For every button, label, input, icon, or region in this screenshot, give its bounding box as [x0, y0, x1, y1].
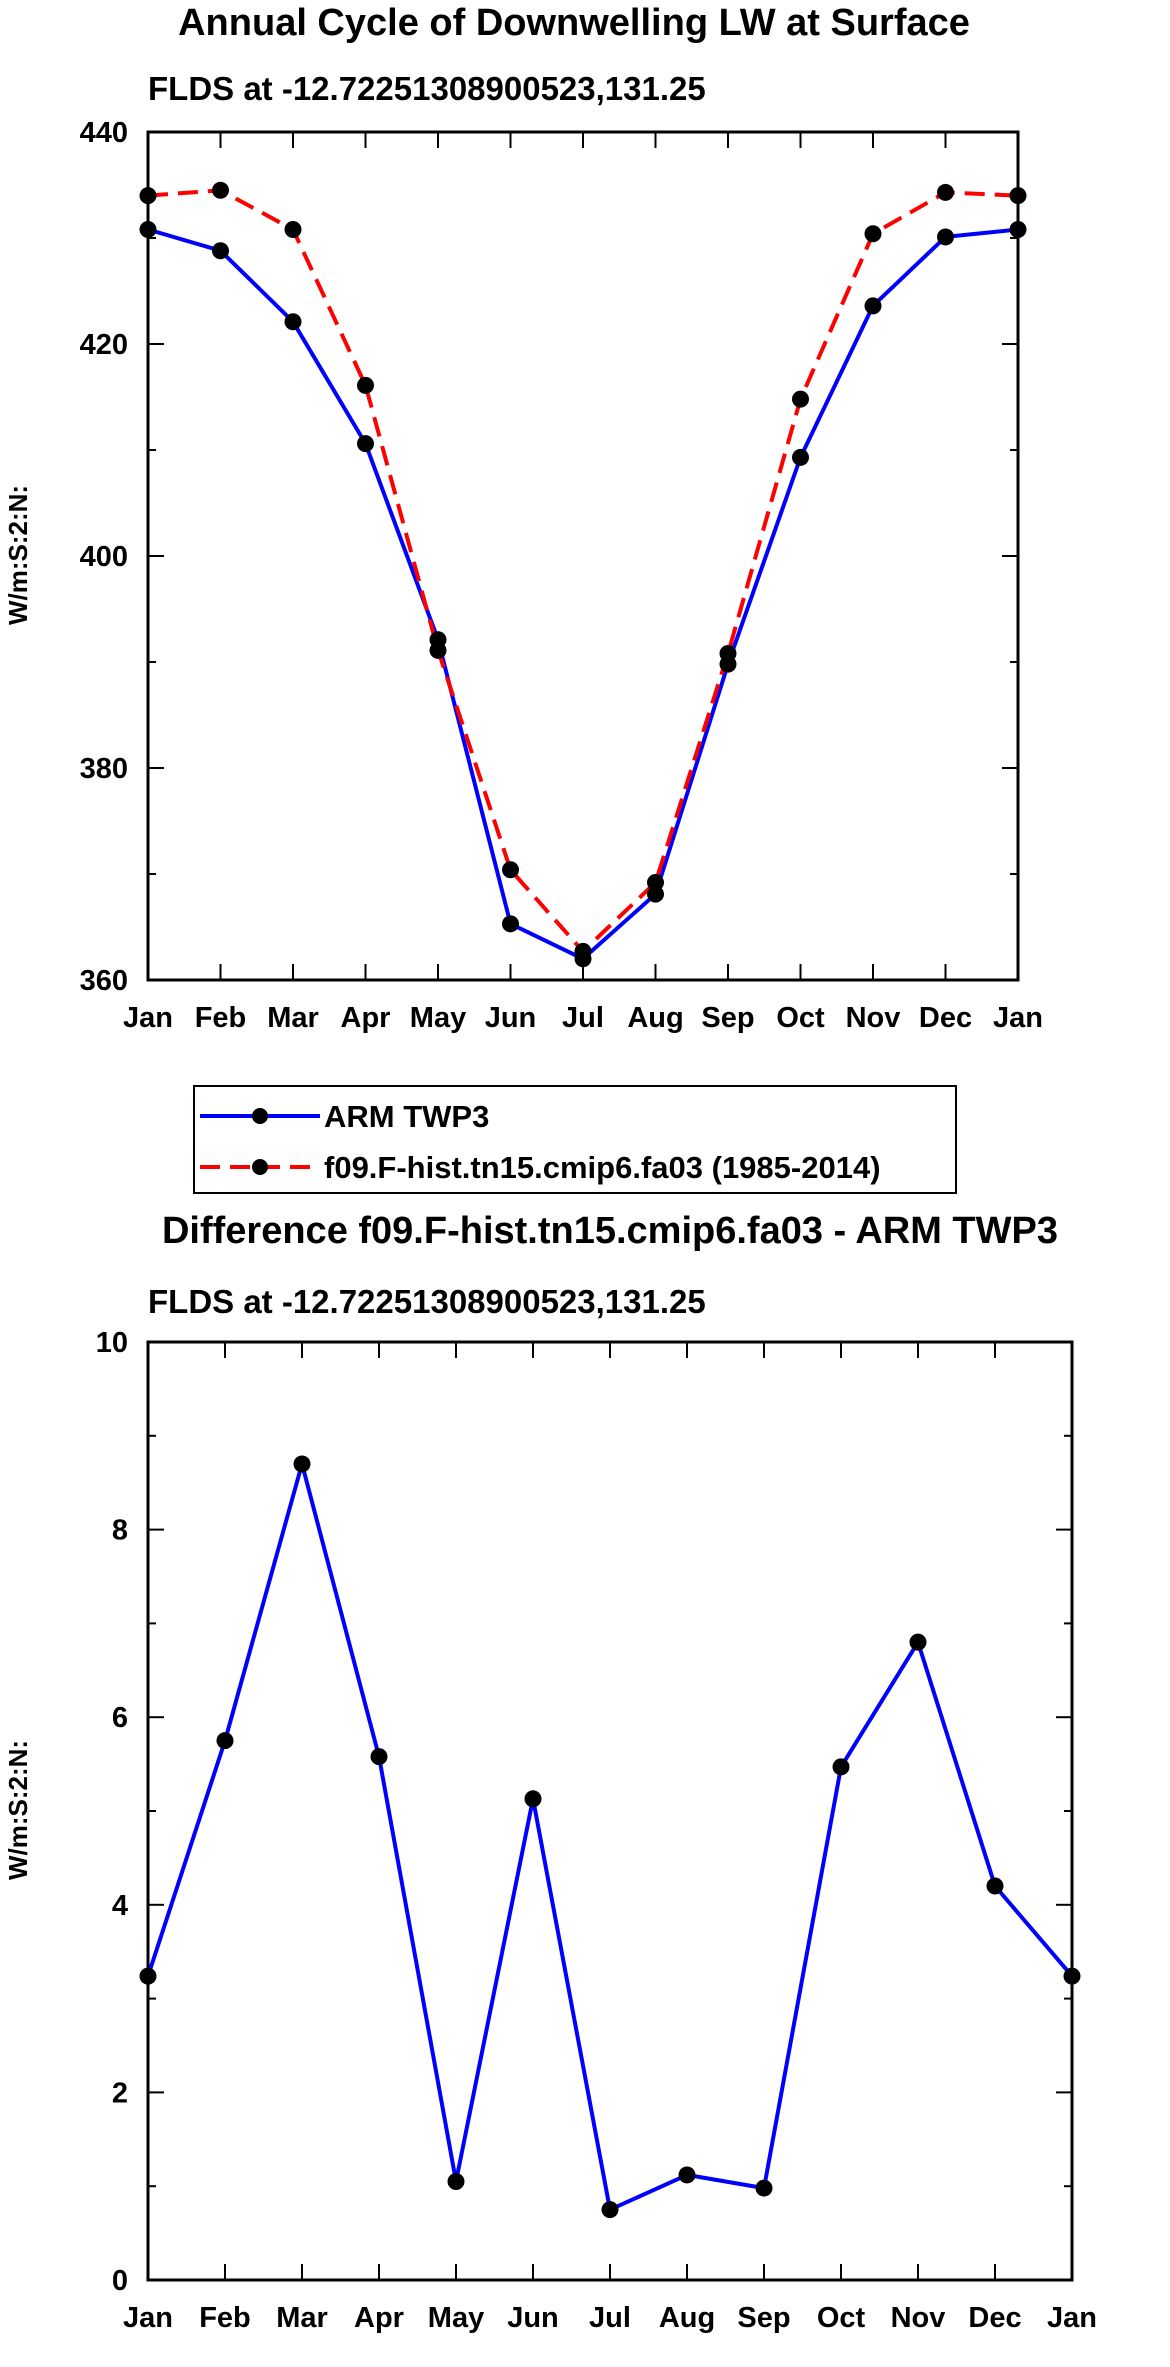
- y-tick-label: 420: [80, 329, 128, 361]
- legend-marker-model: [252, 1159, 268, 1175]
- data-point-s0-9: [832, 1758, 850, 1776]
- x-tick-label: Jan: [993, 1002, 1043, 1034]
- x-tick-label: Jul: [589, 2302, 631, 2334]
- data-point-s1-1: [212, 181, 229, 199]
- plot-frame: [146, 130, 1020, 982]
- data-point-s0-1: [212, 242, 229, 260]
- y-tick-label: 0: [112, 2265, 128, 2297]
- data-point-s0-7: [678, 2166, 696, 2184]
- x-tick-label: Nov: [891, 2302, 946, 2334]
- x-tick-label: Aug: [627, 1002, 683, 1034]
- chart1-legend: ARM TWP3 f09.F-hist.tn15.cmip6.fa03 (198…: [193, 1085, 957, 1194]
- chart2-plot-area: Jan Feb Mar Apr May Jun Jul Aug Sep Oct Nov Dec Jan 0…: [96, 1327, 1097, 2334]
- data-point-s0-12: [1009, 221, 1027, 239]
- chart2-title: Difference f09.F-hist.tn15.cmip6.fa03 - …: [162, 1210, 1058, 1252]
- y-tick-label: 4: [112, 1890, 128, 1922]
- chart2-subtitle: FLDS at -12.72251308900523,131.25: [148, 1283, 706, 1320]
- data-point-s0-12: [1063, 1967, 1081, 1985]
- data-point-s0-5: [502, 915, 519, 933]
- x-tick-label: Mar: [267, 1002, 319, 1034]
- data-point-s0-10: [909, 1633, 927, 1651]
- y-tick-label: 6: [112, 1702, 128, 1734]
- y-tick-label: 8: [112, 1515, 128, 1547]
- x-tick-label: Jan: [123, 1002, 173, 1034]
- x-tick-label: Apr: [341, 1002, 391, 1034]
- data-point-s0-9: [792, 448, 809, 466]
- x-tick-label: Jan: [123, 2302, 173, 2334]
- data-point-s0-7: [647, 885, 664, 903]
- x-tick-label: May: [410, 1002, 466, 1034]
- y-tick-label: 400: [80, 541, 128, 573]
- data-point-s0-1: [216, 1732, 234, 1750]
- data-point-s1-3: [357, 376, 374, 394]
- data-point-s1-4: [429, 641, 447, 659]
- x-tick-label: Aug: [659, 2302, 715, 2334]
- data-point-s0-3: [370, 1748, 388, 1766]
- y-tick-label: 10: [96, 1327, 128, 1359]
- x-tick-label: Feb: [199, 2302, 251, 2334]
- x-tick-label: Feb: [195, 1002, 247, 1034]
- series-line-1: [147, 188, 1019, 954]
- x-tick-label: Jul: [562, 1002, 604, 1034]
- x-tick-label: May: [428, 2302, 484, 2334]
- x-tick-label: Oct: [817, 2302, 866, 2334]
- x-tick-label: Mar: [276, 2302, 328, 2334]
- data-point-s1-0: [139, 187, 157, 205]
- data-point-s0-11: [937, 228, 954, 246]
- y-tick-label: 380: [80, 753, 128, 785]
- data-point-s0-5: [524, 1790, 542, 1808]
- chart2-ylabel: W/m:S:2:N:: [3, 1740, 33, 1880]
- x-tick-label: Oct: [776, 1002, 825, 1034]
- chart1-plot-area: Jan Feb Mar Apr May Jun Jul Aug Sep Oct Nov Dec Jan 3…: [80, 117, 1043, 1034]
- series-line-0: [147, 227, 1019, 961]
- chart1-subtitle: FLDS at -12.72251308900523,131.25: [148, 70, 706, 107]
- chart1-title: Annual Cycle of Downwelling LW at Surfac…: [178, 2, 970, 44]
- x-tick-label: Dec: [919, 1002, 972, 1034]
- y-tick-label: 2: [112, 2077, 128, 2109]
- data-point-s0-2: [293, 1455, 311, 1473]
- plot-frame: [146, 1340, 1074, 2282]
- data-point-s1-9: [792, 390, 809, 408]
- data-point-s0-11: [986, 1877, 1004, 1895]
- x-tick-label: Jun: [507, 2302, 559, 2334]
- chart1-ylabel: W/m:S:2:N:: [3, 485, 33, 625]
- x-tick-label: Sep: [737, 2302, 790, 2334]
- legend-frame: [193, 1085, 957, 1194]
- data-point-s0-8: [755, 2179, 773, 2197]
- data-point-s1-8: [719, 645, 737, 663]
- data-point-s1-10: [864, 225, 882, 243]
- legend-label-model: f09.F-hist.tn15.cmip6.fa03 (1985-2014): [324, 1150, 881, 1185]
- data-point-s0-6: [601, 2201, 619, 2219]
- data-point-s0-4: [447, 2173, 465, 2191]
- data-point-s0-10: [864, 297, 882, 315]
- data-point-s1-7: [647, 873, 664, 891]
- data-point-s1-2: [284, 221, 302, 239]
- x-tick-label: Dec: [968, 2302, 1021, 2334]
- legend-marker-arm: [252, 1108, 268, 1124]
- data-point-s1-12: [1009, 187, 1027, 205]
- y-tick-label: 440: [80, 117, 128, 149]
- x-tick-label: Jan: [1047, 2302, 1097, 2334]
- x-tick-label: Sep: [701, 1002, 754, 1034]
- data-point-s0-3: [357, 435, 374, 453]
- data-point-s0-0: [139, 221, 157, 239]
- data-point-s1-5: [502, 861, 519, 879]
- series-line-0: [146, 1461, 1074, 2212]
- x-tick-label: Nov: [846, 1002, 901, 1034]
- x-tick-label: Jun: [485, 1002, 537, 1034]
- y-tick-label: 360: [80, 965, 128, 997]
- data-point-s0-2: [284, 313, 302, 331]
- x-tick-label: Apr: [354, 2302, 404, 2334]
- data-point-s1-6: [574, 942, 592, 960]
- data-point-s1-11: [937, 183, 954, 201]
- legend-label-arm: ARM TWP3: [324, 1099, 489, 1134]
- data-point-s0-0: [139, 1967, 157, 1985]
